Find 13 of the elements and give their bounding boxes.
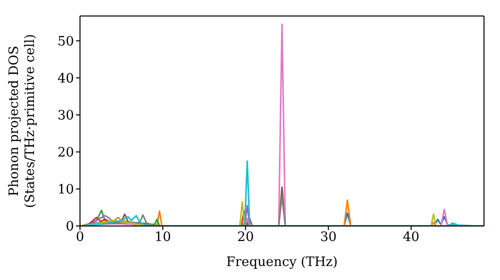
y-tick-label: 30 xyxy=(57,108,74,124)
y-tick-label: 0 xyxy=(66,220,74,235)
y-tick-label: 20 xyxy=(57,146,74,161)
x-tick-label: 0 xyxy=(76,230,84,246)
x-tick-label: 20 xyxy=(237,230,254,246)
y-tick-label: 50 xyxy=(57,34,74,50)
y-tick-label: 40 xyxy=(57,71,74,86)
y-axis-title: Phonon projected DOS (States/THz·primitive cell) xyxy=(7,34,38,208)
x-tick-label: 40 xyxy=(402,230,420,246)
x-tick-label: 10 xyxy=(154,230,172,246)
x-axis-title: Frequency (THz) xyxy=(226,255,338,270)
x-tick-label: 30 xyxy=(320,230,337,246)
y-tick-label: 10 xyxy=(57,182,74,198)
